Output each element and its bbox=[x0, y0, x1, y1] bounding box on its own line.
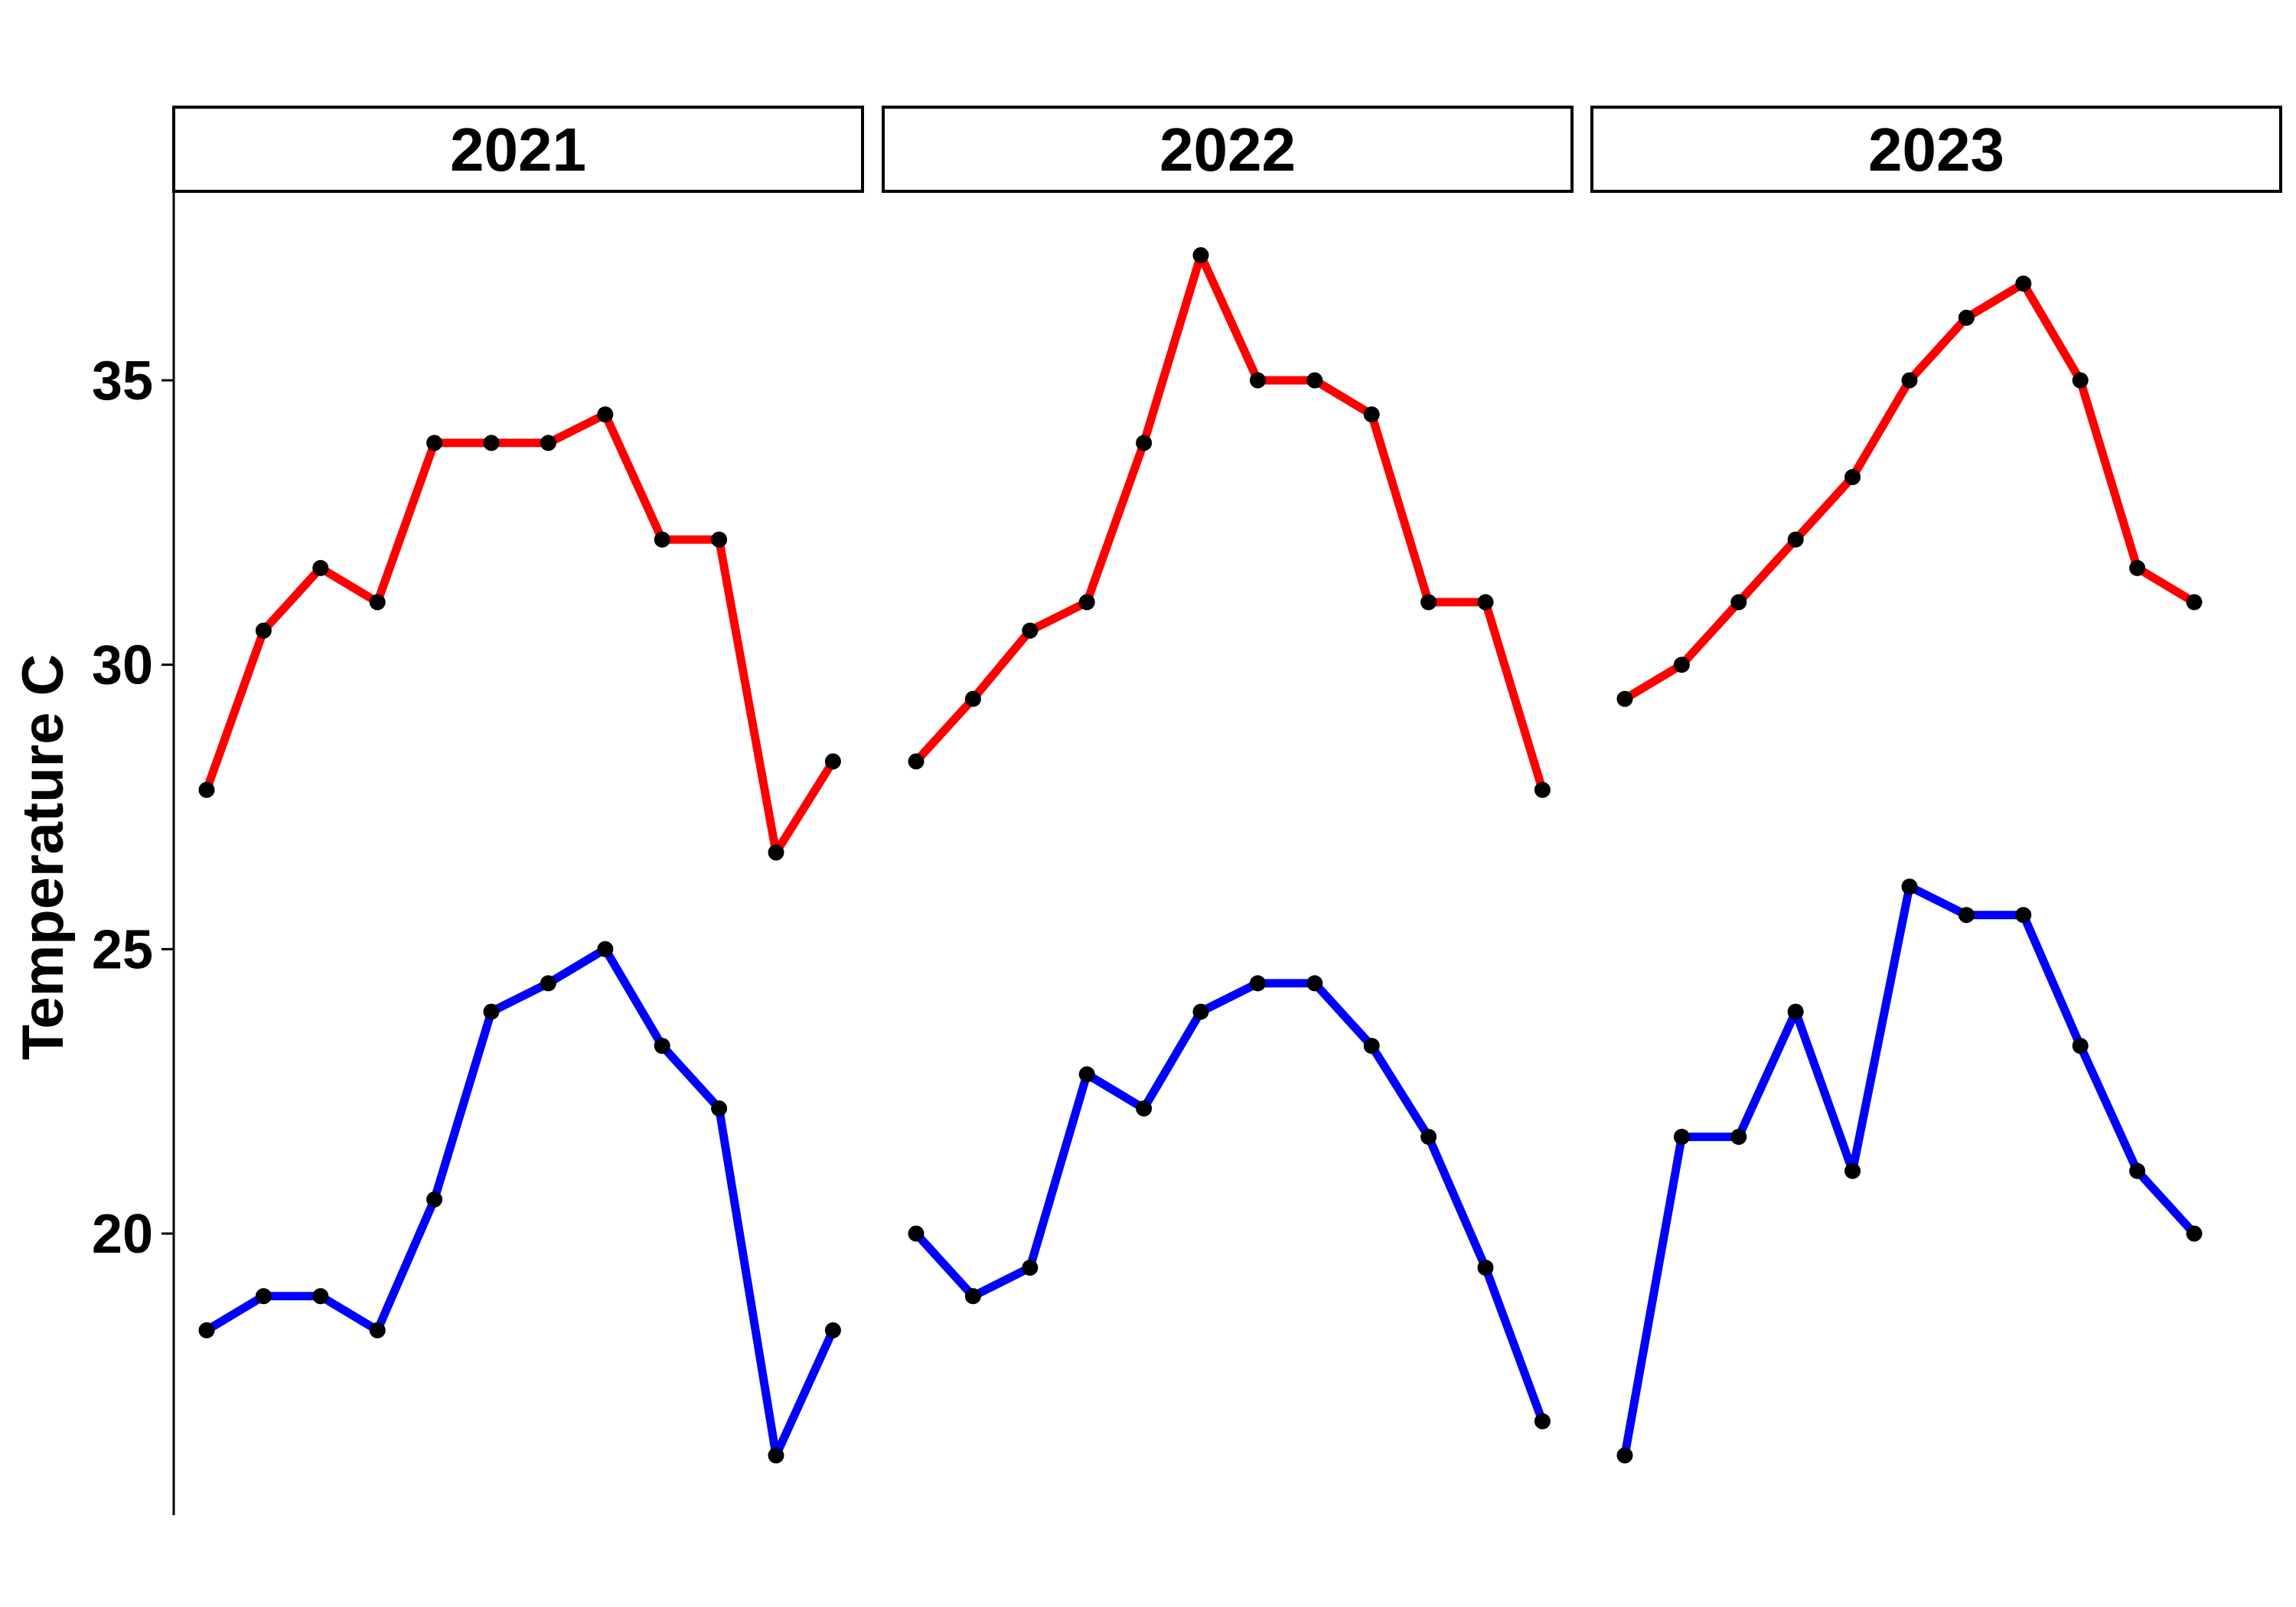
data-point bbox=[1844, 1162, 1861, 1179]
data-point bbox=[908, 753, 925, 770]
data-point bbox=[1136, 1100, 1153, 1116]
data-point bbox=[369, 1322, 386, 1338]
data-point bbox=[1078, 1066, 1095, 1083]
data-point bbox=[2129, 1162, 2146, 1179]
data-point bbox=[654, 1038, 670, 1054]
facet-strip-label: 2022 bbox=[1159, 116, 1296, 184]
data-point bbox=[1363, 406, 1380, 423]
y-axis-title: Temperature C bbox=[11, 654, 76, 1061]
data-point bbox=[1673, 1129, 1690, 1146]
data-point bbox=[1306, 372, 1323, 389]
data-point bbox=[1730, 1129, 1747, 1146]
high-temp-line bbox=[202, 410, 837, 857]
data-point bbox=[2072, 372, 2089, 389]
facet-strip-label: 2021 bbox=[450, 116, 586, 184]
data-point bbox=[1136, 435, 1153, 451]
data-point bbox=[1306, 975, 1323, 992]
data-point bbox=[768, 1447, 784, 1464]
data-point bbox=[1787, 1003, 1804, 1020]
low-temp-line bbox=[912, 979, 1547, 1426]
data-point bbox=[2186, 594, 2203, 611]
data-point bbox=[426, 1191, 443, 1208]
data-point bbox=[964, 1288, 981, 1305]
data-point bbox=[1534, 781, 1551, 798]
data-point bbox=[1022, 622, 1039, 639]
data-point bbox=[824, 1322, 841, 1338]
data-point bbox=[1673, 657, 1690, 673]
data-point bbox=[540, 975, 556, 992]
y-tick-label: 35 bbox=[92, 350, 153, 412]
low-temp-line bbox=[202, 944, 837, 1460]
data-point bbox=[597, 940, 614, 957]
data-point bbox=[1249, 372, 1266, 389]
low-temp-line bbox=[1620, 882, 2199, 1460]
y-tick-label: 30 bbox=[92, 635, 153, 696]
data-point bbox=[1420, 594, 1437, 611]
data-point bbox=[768, 844, 784, 861]
data-point bbox=[1534, 1413, 1551, 1429]
data-point bbox=[908, 1225, 925, 1242]
facet-panel bbox=[1616, 275, 2203, 1464]
data-point bbox=[1192, 1003, 1209, 1020]
high-temp-line bbox=[1620, 279, 2199, 703]
data-point bbox=[1787, 531, 1804, 548]
facet-strip bbox=[172, 106, 864, 193]
data-point bbox=[540, 435, 556, 451]
y-tick-label: 25 bbox=[92, 919, 153, 980]
data-point bbox=[255, 1288, 272, 1305]
data-point bbox=[483, 435, 500, 451]
data-point bbox=[711, 1100, 728, 1116]
data-point bbox=[2186, 1225, 2203, 1242]
data-point bbox=[1958, 907, 1975, 924]
data-point bbox=[2072, 1038, 2089, 1054]
facet-strip-label: 2023 bbox=[1868, 116, 2004, 184]
data-point bbox=[255, 622, 272, 639]
data-point bbox=[312, 559, 329, 576]
data-point bbox=[2015, 907, 2032, 924]
data-point bbox=[2129, 559, 2146, 576]
high-temp-line bbox=[912, 251, 1547, 794]
data-point bbox=[1958, 309, 1975, 326]
data-point bbox=[1249, 975, 1266, 992]
plot-area bbox=[198, 247, 2203, 1464]
data-point bbox=[1901, 372, 1918, 389]
facet-strip bbox=[1590, 106, 2282, 193]
data-point bbox=[198, 1322, 215, 1338]
data-point bbox=[1192, 247, 1209, 263]
y-axis: 20 25 30 35 bbox=[92, 191, 175, 1515]
data-point bbox=[198, 781, 215, 798]
data-point bbox=[369, 594, 386, 611]
data-point bbox=[711, 531, 728, 548]
facet-strips: 2021 2022 2023 bbox=[172, 106, 2282, 193]
data-point bbox=[1616, 1447, 1633, 1464]
data-point bbox=[2015, 275, 2032, 292]
data-point bbox=[1844, 468, 1861, 485]
facet-panel bbox=[908, 247, 1551, 1429]
data-point bbox=[1363, 1038, 1380, 1054]
data-point bbox=[312, 1288, 329, 1305]
facet-panel bbox=[198, 406, 841, 1464]
data-point bbox=[426, 435, 443, 451]
data-point bbox=[1901, 878, 1918, 895]
facet-strip bbox=[882, 106, 1574, 193]
data-point bbox=[1420, 1129, 1437, 1146]
data-point bbox=[1477, 594, 1494, 611]
data-point bbox=[597, 406, 614, 423]
data-point bbox=[824, 753, 841, 770]
data-point bbox=[483, 1003, 500, 1020]
data-point bbox=[1078, 594, 1095, 611]
y-tick-label: 20 bbox=[92, 1204, 153, 1265]
data-point bbox=[1730, 594, 1747, 611]
data-point bbox=[1616, 690, 1633, 707]
data-point bbox=[1477, 1260, 1494, 1276]
data-point bbox=[654, 531, 670, 548]
data-point bbox=[964, 690, 981, 707]
data-point bbox=[1022, 1260, 1039, 1276]
